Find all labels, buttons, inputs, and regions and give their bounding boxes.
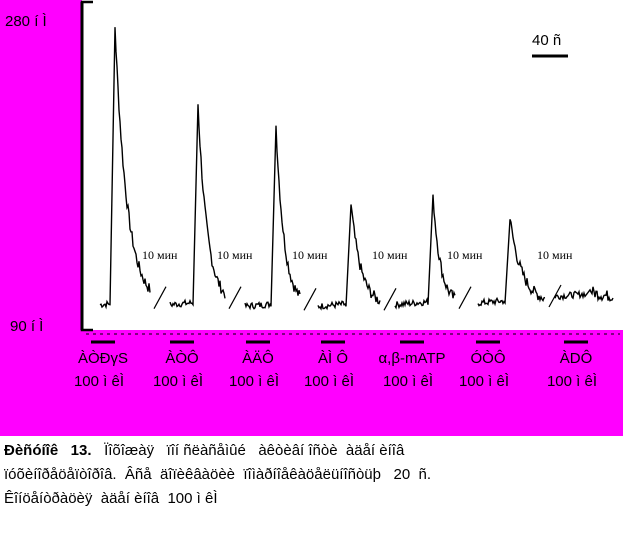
washout-stroke-4	[383, 288, 397, 311]
drug-label-7: ÀDÔ	[560, 350, 593, 367]
y-max-label: 280 í Ì	[5, 13, 47, 30]
caption-text-1: Ïîõîæàÿ ïîí ñëàñåìûé àêòèâí îñòè àäåí èí…	[104, 442, 405, 459]
trace-4	[317, 204, 381, 311]
caption-line-2: ïóõèíîðåöåïòîðîâ. Âñå äîïèêâàöèè ïîìàðíî…	[4, 466, 432, 483]
dose-label-1: 100 ì êÌ	[74, 373, 124, 390]
trace-3	[244, 125, 301, 311]
dose-label-7: 100 ì êÌ	[547, 373, 597, 390]
trace-1	[99, 27, 151, 310]
time-scale-label: 40 ñ	[532, 32, 561, 49]
drug-label-5: α,β-mATP	[378, 350, 445, 367]
trace-7	[554, 286, 614, 303]
caption-line-1: Ðèñóíîê 13. Ïîõîæàÿ ïîí ñëàñåìûé àêòèâí …	[4, 439, 619, 463]
interval-label-2: 10 мин	[217, 248, 253, 262]
interval-label-5: 10 мин	[447, 248, 483, 262]
caption-label: Ðèñóíîê 13.	[4, 442, 92, 459]
plot-area	[82, 0, 623, 330]
washout-stroke-5	[458, 286, 472, 309]
drug-label-4: ÀÌ Ô	[318, 350, 348, 367]
figure-caption: Ðèñóíîê 13. Ïîõîæàÿ ïîí ñëàñåìûé àêòèâí …	[0, 436, 623, 544]
interval-label-1: 10 мин	[142, 248, 178, 262]
washout-stroke-2	[228, 286, 242, 309]
dose-label-6: 100 ì êÌ	[459, 373, 509, 390]
interval-label-3: 10 мин	[292, 248, 328, 262]
trace-5	[394, 194, 456, 310]
drug-label-3: ÀÄÔ	[242, 350, 274, 367]
drug-label-6: ÓÒÔ	[470, 350, 505, 367]
interval-label-4: 10 мин	[372, 248, 408, 262]
y-min-label: 90 í Ì	[10, 318, 43, 335]
y-axis	[80, 0, 93, 332]
washout-stroke-1	[153, 286, 167, 309]
caption-line-3: Êîíöåíòðàöèÿ àäåí èíîâ 100 ì êÌ	[4, 490, 218, 507]
interval-label-6: 10 мин	[537, 248, 573, 262]
dose-label-5: 100 ì êÌ	[383, 373, 433, 390]
washout-stroke-3	[303, 288, 317, 311]
washout-stroke-6	[548, 284, 562, 308]
dose-label-2: 100 ì êÌ	[153, 373, 203, 390]
trace-2	[169, 104, 226, 308]
dose-label-4: 100 ì êÌ	[304, 373, 354, 390]
drug-label-1: ÀÒÐγS	[78, 350, 128, 367]
trace-6	[477, 219, 546, 307]
drug-label-2: ÀÒÔ	[165, 350, 198, 367]
dose-label-3: 100 ì êÌ	[229, 373, 279, 390]
